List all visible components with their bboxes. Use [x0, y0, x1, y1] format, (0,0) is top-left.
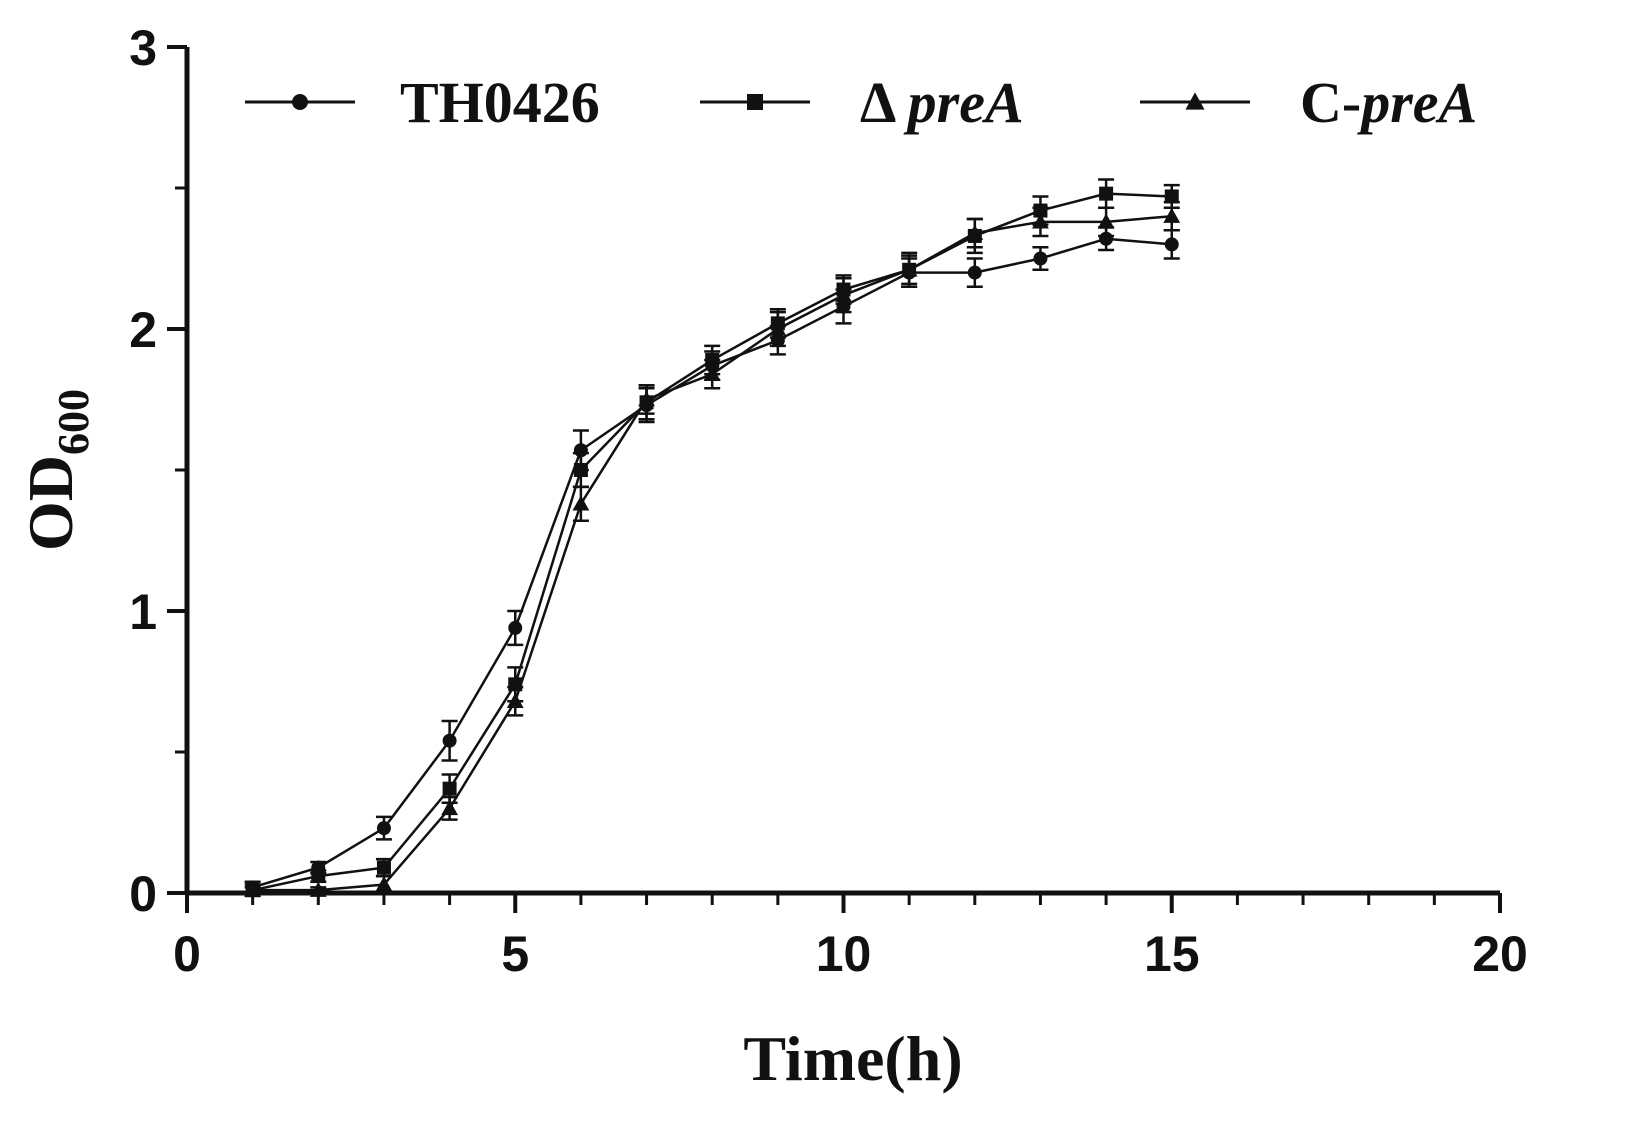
legend-label: Δ preA [860, 70, 1024, 135]
legend-label-text: C- [1300, 70, 1361, 135]
x-tick-label: 10 [816, 926, 872, 982]
series-line [252, 214, 1172, 892]
data-point [967, 265, 982, 280]
y-tick-label: 1 [129, 584, 157, 640]
legend-label: TH0426 [400, 70, 600, 135]
y-axis-title-main: OD [15, 455, 86, 551]
axes: 0 5 10 15 20 0 1 2 3 [129, 20, 1528, 982]
legend-entry-circle: TH0426 [245, 70, 600, 135]
x-tick-label: 5 [501, 926, 529, 982]
series-layer [244, 178, 1181, 898]
data-point [375, 876, 393, 892]
legend-marker [1185, 92, 1205, 110]
series-circle [244, 226, 1180, 895]
legend: TH0426 Δ preA C-preA [245, 70, 1477, 135]
data-point [508, 620, 523, 635]
y-axis-title-subscript: 600 [49, 389, 98, 455]
data-point [244, 881, 262, 897]
x-tick-label: 0 [173, 926, 201, 982]
data-point [703, 365, 721, 381]
data-point [1099, 186, 1114, 201]
data-point [900, 261, 918, 277]
x-axis-title: Time(h) [743, 1023, 962, 1094]
series-line [252, 192, 1172, 892]
data-point [1164, 189, 1179, 204]
data-point [1032, 213, 1049, 229]
series-square [244, 178, 1180, 898]
legend-entry-triangle: C-preA [1140, 70, 1477, 135]
y-tick-label: 3 [129, 20, 157, 76]
data-point [1097, 213, 1115, 229]
data-point [309, 881, 327, 897]
data-point [376, 821, 391, 836]
data-point [442, 781, 457, 796]
legend-marker [747, 94, 763, 110]
data-point [572, 495, 590, 511]
data-point [769, 320, 787, 336]
series-line [252, 237, 1172, 889]
legend-label-italic: preA [1356, 70, 1477, 135]
y-axis-title: OD600 [15, 389, 98, 551]
series-triangle [244, 200, 1181, 897]
x-tick-label: 20 [1472, 926, 1528, 982]
data-point [1164, 237, 1179, 252]
data-point [573, 463, 588, 477]
legend-label: C-preA [1300, 70, 1477, 135]
y-tick-label: 0 [129, 866, 157, 922]
data-point [966, 224, 984, 240]
x-tick-label: 15 [1144, 926, 1200, 982]
data-point [638, 391, 655, 407]
data-point [835, 286, 852, 302]
legend-entry-square: Δ preA [700, 70, 1024, 135]
data-point [376, 860, 391, 875]
data-point [442, 733, 457, 748]
legend-label-text: TH0426 [400, 70, 600, 135]
data-point [1033, 251, 1048, 266]
legend-label-text: Δ [860, 70, 908, 135]
data-point [311, 869, 326, 884]
y-tick-label: 2 [129, 302, 157, 358]
data-point [441, 800, 458, 816]
legend-label-italic: preA [903, 70, 1024, 135]
legend-marker [292, 94, 308, 110]
data-point [1163, 207, 1181, 223]
data-point [506, 692, 524, 708]
